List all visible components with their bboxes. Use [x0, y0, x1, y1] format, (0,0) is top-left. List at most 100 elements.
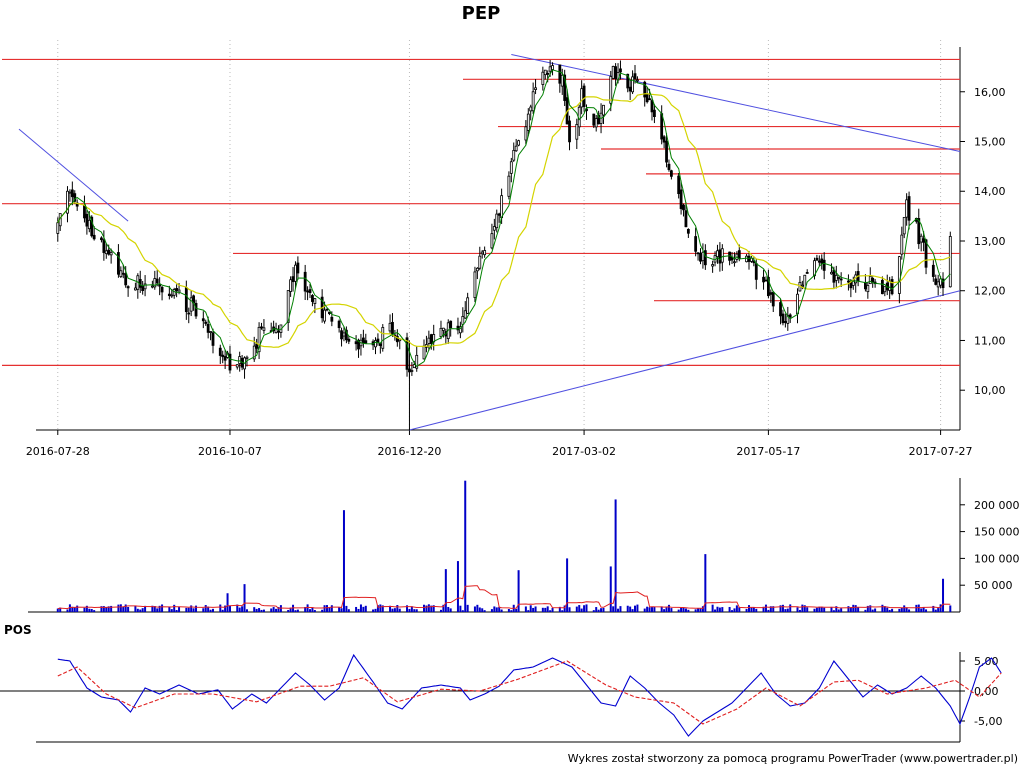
volume-bar	[450, 608, 452, 612]
candle-body	[309, 290, 311, 293]
volume-bar	[365, 606, 367, 612]
volume-bar	[525, 606, 527, 612]
volume-bar	[678, 610, 680, 612]
candle-body	[818, 261, 820, 262]
volume-bar	[767, 610, 769, 612]
candle-body	[634, 74, 636, 79]
volume-bar	[602, 608, 604, 612]
volume-bar	[501, 610, 503, 612]
volume-bar	[311, 608, 313, 612]
candle-body	[683, 205, 685, 210]
volume-bar	[612, 606, 614, 612]
oscillator-tick-label: -5,00	[974, 715, 1002, 728]
candle-body	[207, 324, 209, 332]
volume-bar	[227, 593, 229, 612]
oscillator-label: POS	[4, 623, 32, 637]
candle-body	[721, 249, 723, 262]
candle-body	[501, 196, 503, 218]
volume-bar	[178, 607, 180, 612]
y-tick-label: 16,00	[974, 86, 1006, 99]
volume-bar	[355, 607, 357, 612]
candle-body	[120, 271, 122, 277]
volume-bar	[120, 604, 122, 612]
candle-body	[450, 321, 452, 327]
volume-bar	[838, 609, 840, 612]
candle-body	[746, 256, 748, 261]
volume-bar	[423, 605, 425, 612]
candle-body	[765, 280, 767, 281]
volume-bar	[646, 607, 648, 612]
candle-body	[100, 238, 102, 240]
volume-bar	[202, 608, 204, 612]
volume-bar	[610, 566, 612, 612]
x-tick-label: 2017-03-02	[552, 445, 616, 458]
candle-body	[341, 331, 343, 339]
volume-bar	[813, 609, 815, 612]
moving-average-short	[58, 70, 951, 367]
candle-body	[593, 114, 595, 125]
candle-body	[763, 277, 765, 282]
candle-body	[908, 197, 910, 221]
volume-bar	[173, 605, 175, 612]
volume-bar	[542, 608, 544, 612]
volume-bar	[840, 608, 842, 612]
candle-body	[185, 288, 187, 312]
volume-bar	[651, 607, 653, 612]
candle-body	[105, 251, 107, 254]
volume-bar	[219, 605, 221, 612]
candle-body	[595, 119, 597, 127]
volume-bar	[649, 607, 651, 612]
candle-body	[294, 265, 296, 281]
y-tick-label: 15,00	[974, 136, 1006, 149]
volume-bar	[83, 608, 85, 612]
candle-body	[210, 332, 212, 333]
candle-body	[923, 239, 925, 243]
volume-bar	[886, 608, 888, 612]
candle-body	[619, 69, 621, 72]
candle-body	[869, 276, 871, 283]
x-tick-label: 2017-07-27	[909, 445, 973, 458]
candle-body	[277, 331, 279, 332]
candle-body	[205, 322, 207, 323]
volume-bar	[326, 605, 328, 612]
volume-bar	[942, 579, 944, 612]
candle-body	[110, 252, 112, 254]
candle-body	[932, 265, 934, 276]
candle-body	[906, 200, 908, 217]
volume-bar	[161, 604, 163, 612]
volume-bar	[670, 608, 672, 612]
volume-bar	[510, 610, 512, 612]
candle-body	[840, 279, 842, 280]
volume-bar	[644, 609, 646, 612]
x-tick-label: 2017-05-17	[736, 445, 800, 458]
volume-bar	[687, 610, 689, 612]
volume-bar	[193, 608, 195, 612]
volume-bar	[903, 605, 905, 612]
volume-bar	[88, 609, 90, 612]
volume-bar	[457, 561, 459, 612]
candle-body	[629, 87, 631, 91]
candle-body	[212, 333, 214, 346]
volume-panel: 200 000 150 000 100 000 50 000	[28, 478, 1020, 612]
volume-bar	[789, 604, 791, 612]
candle-body	[188, 313, 190, 314]
candle-body	[770, 293, 772, 295]
volume-bar	[695, 609, 697, 612]
volume-bar	[297, 610, 299, 612]
candle-body	[290, 280, 292, 292]
volume-bar	[379, 604, 381, 612]
volume-bar	[222, 610, 224, 612]
candle-body	[151, 286, 153, 287]
volume-bar	[185, 608, 187, 612]
candle-body	[651, 101, 653, 112]
volume-bar	[906, 608, 908, 612]
candle-body	[365, 341, 367, 343]
candle-body	[789, 315, 791, 317]
candle-body	[389, 323, 391, 331]
volume-bar	[358, 609, 360, 612]
candle-body	[493, 227, 495, 231]
volume-bar	[719, 608, 721, 612]
volume-tick-label: 150 000	[974, 526, 1020, 539]
oscillator-panel: 5,000,00-5,00	[0, 652, 1002, 742]
candle-body	[314, 299, 316, 304]
